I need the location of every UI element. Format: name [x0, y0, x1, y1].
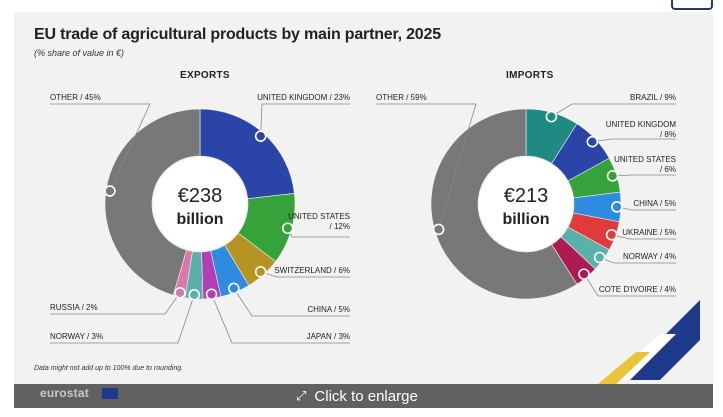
marker-norway — [188, 289, 201, 301]
expand-icon: ⤢ — [296, 388, 307, 404]
label-ukraine: UKRAINE / 5% — [622, 228, 676, 237]
marker-united-states — [281, 222, 294, 235]
center-unit: billion — [176, 211, 223, 228]
enlarge-label: Click to enlarge — [314, 387, 418, 405]
marker-china — [611, 201, 623, 213]
slice-united-kingdom — [199, 108, 295, 200]
label-united-states: UNITED STATES — [288, 212, 350, 221]
marker-other — [432, 223, 445, 236]
imports-heading: IMPORTS — [506, 70, 554, 81]
label-china: CHINA / 5% — [633, 199, 676, 208]
leader-other — [376, 103, 477, 230]
leader-ukraine — [611, 234, 676, 240]
chart-title: EU trade of agricultural products by mai… — [34, 26, 441, 43]
label-united-kingdom: / 8% — [660, 130, 676, 139]
bottom-bar — [14, 384, 713, 408]
label-united-states: UNITED STATES — [614, 155, 676, 164]
marker-ukraine — [605, 229, 618, 241]
eurostat-logo: eurostat — [40, 386, 89, 400]
leader-cote-d-ivoire — [583, 273, 676, 297]
marker-china — [228, 282, 240, 295]
label-japan: JAPAN / 3% — [307, 332, 350, 341]
label-brazil: BRAZIL / 9% — [630, 93, 676, 102]
marker-russia — [174, 286, 186, 299]
leader-united-states — [612, 174, 676, 177]
label-united-kingdom: UNITED KINGDOM — [606, 120, 677, 129]
label-united-kingdom: UNITED KINGDOM / 23% — [257, 93, 350, 102]
label-cote-d-ivoire: COTE D'IVOIRE / 4% — [599, 285, 676, 294]
label-norway: NORWAY / 3% — [50, 332, 103, 341]
leader-other — [50, 103, 151, 192]
marker-brazil — [545, 110, 558, 123]
marker-united-kingdom — [586, 135, 599, 148]
leader-russia — [50, 292, 181, 315]
marker-japan — [205, 288, 218, 301]
center-circle — [153, 157, 247, 251]
exports-heading: EXPORTS — [180, 70, 230, 81]
leader-brazil — [551, 103, 676, 117]
center-unit: billion — [502, 211, 549, 228]
menu-button[interactable] — [671, 0, 713, 10]
logo-stripe-yellow — [598, 352, 650, 384]
marker-united-states — [606, 170, 619, 182]
center-value: €238 — [178, 185, 223, 207]
marker-switzerland — [254, 266, 267, 278]
label-russia: RUSSIA / 2% — [50, 303, 98, 312]
label-united-states: / 12% — [330, 222, 350, 231]
chart-subtitle: (% share of value in €) — [34, 48, 125, 58]
footnote: Data might not add up to 100% due to rou… — [34, 365, 184, 372]
marker-united-kingdom — [254, 130, 267, 142]
center-value: €213 — [504, 185, 549, 207]
label-china: CHINA / 5% — [307, 305, 350, 314]
slice-other — [104, 108, 201, 296]
marker-norway — [593, 251, 606, 264]
leader-norway — [50, 294, 195, 344]
center-circle — [479, 157, 573, 251]
label-norway: NORWAY / 4% — [623, 252, 676, 261]
marker-cote-d-ivoire — [578, 268, 590, 280]
leader-united-kingdom — [260, 103, 350, 137]
leader-china — [233, 288, 350, 317]
label-switzerland: SWITZERLAND / 6% — [274, 266, 350, 275]
label-other: OTHER / 45% — [50, 93, 101, 102]
leader-united-kingdom — [592, 138, 676, 143]
marker-other — [104, 185, 116, 197]
eu-flag-icon — [102, 388, 118, 399]
label-other: OTHER / 59% — [376, 93, 427, 102]
click-to-enlarge-button[interactable]: ⤢ Click to enlarge — [296, 386, 418, 406]
label-united-states: / 6% — [660, 165, 676, 174]
slice-other — [430, 108, 578, 300]
leader-japan — [211, 294, 350, 344]
